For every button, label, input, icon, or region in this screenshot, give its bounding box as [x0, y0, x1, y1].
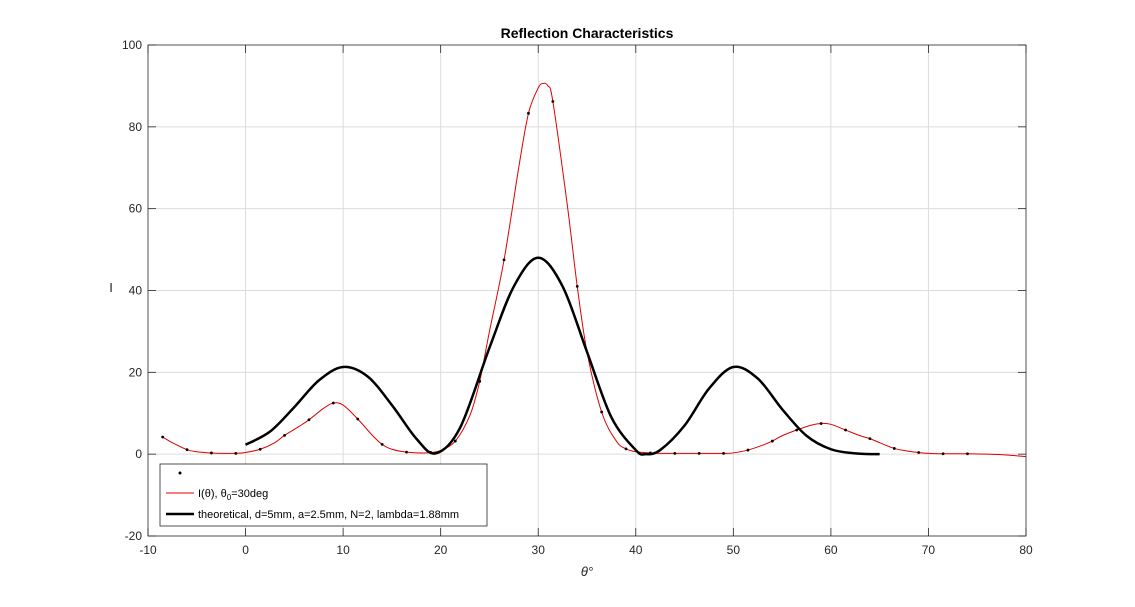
x-tick-label: 40 — [629, 543, 643, 557]
x-axis-label: θ° — [581, 564, 593, 579]
x-tick-label: 20 — [434, 543, 448, 557]
data-point-marker — [844, 428, 847, 432]
data-point-marker — [283, 433, 286, 437]
x-tick-label: -10 — [139, 543, 157, 557]
legend-label-theoretical: theoretical, d=5mm, a=2.5mm, N=2, lambda… — [198, 509, 459, 521]
y-tick-label: 80 — [129, 120, 143, 134]
x-tick-label: 60 — [824, 543, 838, 557]
data-point-marker — [966, 452, 969, 456]
data-point-marker — [527, 111, 530, 115]
data-point-marker — [380, 442, 384, 446]
x-tick-label: 0 — [242, 543, 249, 557]
data-point-marker — [941, 452, 945, 456]
legend: I(θ), θ0=30deg theoretical, d=5mm, a=2.5… — [159, 463, 488, 527]
data-point-marker — [356, 417, 360, 421]
legend-label-measured-suffix: =30deg — [231, 488, 268, 500]
legend-label-measured-main: I(θ), θ — [198, 488, 227, 500]
y-axis-label: I — [109, 280, 113, 295]
y-tick-label: 60 — [129, 202, 143, 216]
data-point-marker — [429, 451, 433, 454]
data-point-marker — [819, 422, 823, 425]
data-point-marker — [405, 450, 408, 454]
y-tick-label: 100 — [122, 38, 142, 52]
data-point-marker — [868, 437, 872, 441]
x-tick-label: 30 — [532, 543, 546, 557]
x-tick-label: 70 — [922, 543, 936, 557]
data-point-marker — [210, 451, 213, 455]
x-tick-label: 50 — [727, 543, 741, 557]
data-point-marker — [697, 451, 701, 455]
data-point-marker — [502, 258, 506, 262]
y-tick-label: 0 — [135, 447, 142, 461]
data-point-marker — [575, 285, 579, 288]
y-tick-label: 20 — [129, 365, 143, 379]
data-point-marker — [624, 447, 628, 451]
legend-box — [159, 463, 488, 527]
data-point-marker — [673, 451, 677, 455]
data-point-marker — [746, 448, 750, 452]
legend-marker-dots — [178, 471, 182, 475]
data-point-marker — [770, 439, 774, 443]
chart-title: Reflection Characteristics — [501, 25, 674, 41]
data-point-marker — [331, 401, 335, 405]
series-line-measured — [162, 82, 1026, 458]
data-point-marker — [478, 379, 482, 383]
series-layer — [161, 82, 1026, 458]
data-point-marker — [453, 439, 457, 443]
data-point-marker — [161, 435, 165, 439]
x-tick-label: 10 — [336, 543, 350, 557]
data-point-marker — [551, 100, 555, 103]
legend-label-measured-sub: 0 — [227, 493, 232, 502]
y-tick-label: 40 — [129, 284, 143, 298]
data-point-marker — [258, 447, 262, 451]
data-point-marker — [917, 451, 921, 454]
data-point-marker — [795, 428, 799, 432]
y-tick-label: -20 — [125, 529, 143, 543]
data-point-marker — [185, 448, 189, 452]
data-point-marker — [234, 451, 238, 455]
x-tick-label: 80 — [1019, 543, 1033, 557]
data-point-marker — [892, 447, 896, 450]
data-point-marker — [600, 410, 604, 414]
data-point-marker — [649, 451, 652, 455]
series-line-theoretical — [244, 256, 880, 456]
axis-ticks: -10 0 10 20 30 40 50 60 70 80 -20 0 20 40 60 80 100 — [122, 38, 1033, 557]
legend-label-measured: I(θ), θ0=30deg — [198, 488, 268, 502]
grid-lines — [148, 45, 1026, 536]
data-point-marker — [307, 418, 311, 422]
data-point-marker — [722, 451, 725, 455]
